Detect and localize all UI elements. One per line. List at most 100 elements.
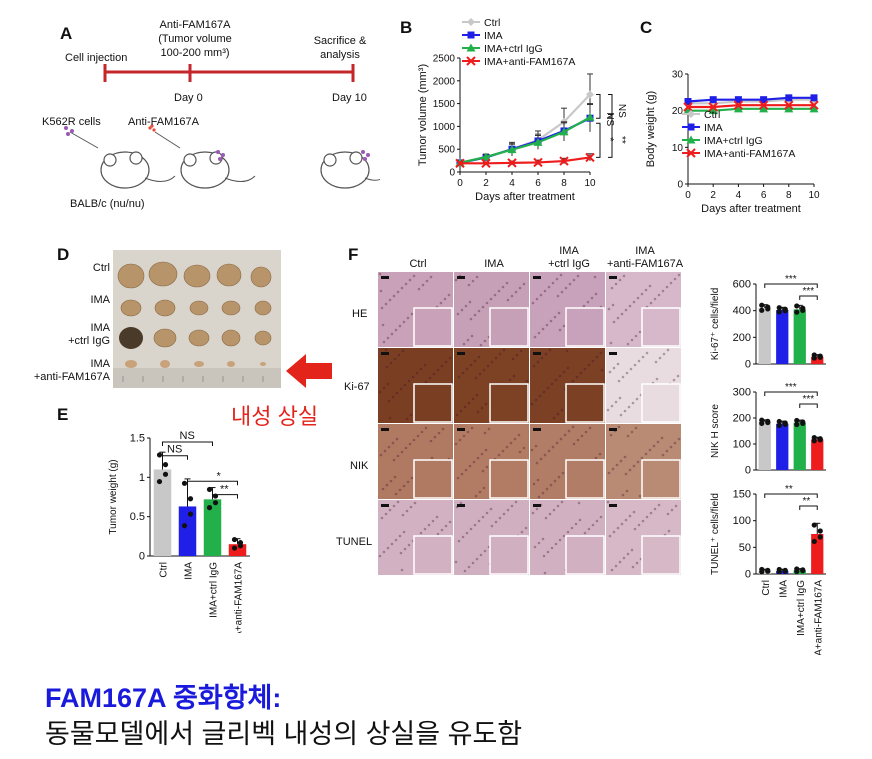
- histo-cell: [541, 491, 545, 495]
- histo-cell: [629, 367, 633, 371]
- histo-cell: [474, 376, 478, 380]
- histo-cell: [533, 545, 537, 549]
- histo-cell: [610, 286, 614, 290]
- x-tick-label: IMA: [778, 580, 789, 598]
- histo-cell: [428, 376, 432, 380]
- marker-cross: [708, 102, 718, 112]
- y-tick-label: 0: [139, 551, 145, 563]
- histo-cell: [513, 437, 517, 441]
- footer-title: FAM167A 중화항체:: [45, 683, 282, 713]
- sig-label: *: [217, 470, 222, 482]
- histo-cell: [599, 351, 603, 355]
- histo-cell: [443, 297, 447, 301]
- series-2: [455, 103, 595, 167]
- histo-cell: [465, 531, 469, 535]
- histo-cell: [660, 436, 664, 440]
- histo-cell: [658, 356, 662, 360]
- marker-square: [467, 31, 475, 39]
- histo-cell: [398, 488, 402, 492]
- histo-cell: [586, 300, 590, 304]
- histo-cell: [432, 372, 436, 376]
- scale-bar: [533, 276, 541, 279]
- histo-cell: [463, 569, 467, 573]
- histo-cell: [590, 296, 594, 300]
- histo-tile: [454, 272, 529, 347]
- histo-cell: [548, 512, 552, 516]
- treatment-line-3: 100-200 mm³): [160, 47, 230, 59]
- y-tick-label: 0: [745, 359, 751, 371]
- histo-cell: [653, 297, 657, 301]
- y-tick-label: 0: [745, 569, 751, 581]
- histo-cell: [397, 353, 401, 357]
- data-dot: [800, 420, 806, 427]
- histo-cell: [623, 455, 627, 459]
- histo-cell: [494, 356, 498, 360]
- histo-inset: [565, 383, 605, 423]
- data-dot: [181, 523, 188, 529]
- bar-3: [228, 544, 247, 556]
- histo-cell: [386, 382, 390, 386]
- y-axis-label: Tumor weight (g): [108, 459, 119, 534]
- bracket: [596, 93, 601, 119]
- histo-cell: [591, 359, 595, 363]
- red-arrow-icon: [286, 354, 332, 388]
- y-tick-label: 200: [733, 332, 751, 344]
- histo-cell: [537, 541, 541, 545]
- histo-tile: [454, 424, 529, 499]
- significance-brackets: [596, 93, 613, 158]
- histo-cell: [568, 282, 572, 286]
- mouse-icon: [100, 151, 370, 189]
- scale-bar: [609, 504, 617, 507]
- marker-cross: [686, 148, 696, 158]
- scale-bar: [457, 428, 465, 431]
- histo-cell: [497, 289, 501, 293]
- histo-col-header-2: IMA: [456, 258, 532, 271]
- histo-cell: [547, 449, 551, 453]
- marker-square: [810, 94, 818, 102]
- marker-cross: [784, 100, 794, 110]
- histo-cell: [480, 406, 484, 410]
- data-dot: [811, 522, 817, 528]
- histo-cell: [473, 313, 477, 317]
- panel-label-a: A: [60, 24, 73, 43]
- histo-cell: [532, 482, 536, 486]
- histo-cell: [455, 413, 459, 417]
- histo-cell: [637, 359, 641, 363]
- histo-cell: [379, 453, 383, 457]
- bracket: [162, 455, 188, 460]
- histo-cell: [382, 386, 386, 390]
- histo-cell: [571, 425, 575, 429]
- histo-cell: [554, 542, 558, 546]
- bar-1: [776, 310, 789, 364]
- histo-row-label-ki67: Ki-67: [344, 381, 370, 393]
- histo-cell: [587, 363, 591, 367]
- histo-cell: [467, 283, 471, 287]
- data-dot: [187, 511, 194, 517]
- histo-cell: [480, 452, 484, 456]
- histo-cell: [628, 468, 632, 472]
- sig-label: **: [220, 484, 229, 496]
- histo-cell: [535, 507, 539, 511]
- histo-tile: [606, 424, 681, 499]
- histo-cell: [525, 379, 529, 383]
- histo-cell: [540, 356, 544, 360]
- histo-cell: [456, 476, 460, 480]
- histo-cell: [587, 527, 591, 531]
- data-dot: [759, 302, 765, 308]
- histo-cell: [378, 554, 382, 558]
- histo-cell: [494, 520, 498, 524]
- histo-cell: [399, 387, 403, 391]
- histo-cell: [606, 408, 610, 412]
- x-tick-label: 2: [483, 178, 489, 189]
- series-3: [683, 100, 819, 112]
- histo-cell: [470, 426, 474, 430]
- histo-cell: [616, 316, 620, 320]
- histo-cell: [469, 363, 473, 367]
- histo-cell: [440, 528, 444, 532]
- sig-label: ***: [803, 286, 815, 297]
- histo-cell: [537, 331, 541, 335]
- bracket: [799, 403, 818, 408]
- histo-cell: [424, 426, 428, 430]
- bar-1: [776, 570, 789, 574]
- histo-cell: [382, 550, 386, 554]
